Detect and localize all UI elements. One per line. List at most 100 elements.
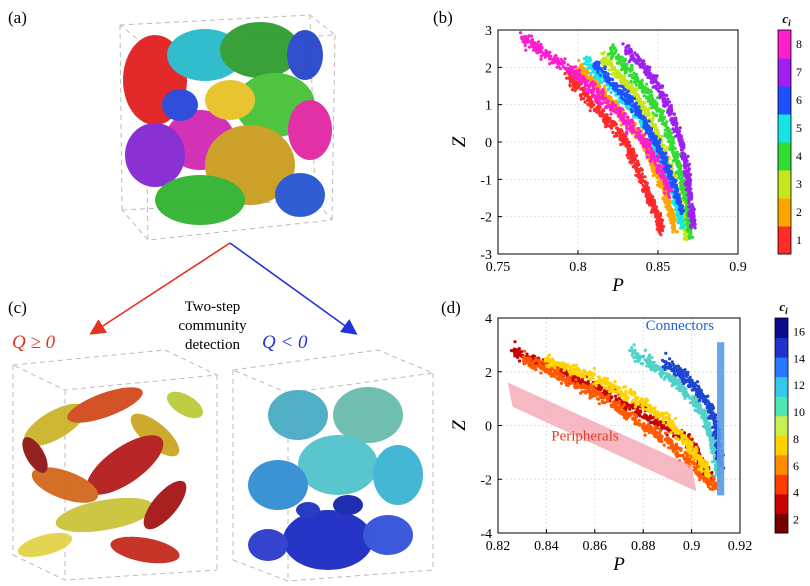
scatter-point bbox=[679, 144, 684, 148]
scatter-point bbox=[661, 161, 665, 165]
scatter-point bbox=[602, 109, 606, 113]
scatter-point bbox=[557, 374, 561, 378]
scatter-point bbox=[691, 205, 695, 209]
scatter-point bbox=[711, 474, 715, 478]
scatter-point bbox=[583, 87, 588, 91]
scatter-point bbox=[634, 110, 638, 115]
scatter-point bbox=[625, 121, 629, 125]
scatter-point bbox=[579, 87, 583, 91]
scatter-point bbox=[659, 113, 663, 117]
scatter-point bbox=[616, 104, 620, 108]
y-tick-label: 1 bbox=[485, 99, 492, 114]
scatter-point bbox=[625, 130, 629, 134]
scatter-point bbox=[638, 109, 642, 113]
scatter-point bbox=[558, 377, 562, 381]
scatter-point bbox=[682, 192, 686, 196]
scatter-point bbox=[593, 70, 597, 74]
scatter-point bbox=[664, 431, 668, 435]
scatter-point bbox=[582, 374, 586, 378]
scatter-point bbox=[650, 208, 654, 212]
scatter-point bbox=[613, 405, 617, 409]
scatter-point bbox=[599, 110, 603, 114]
scatter-point bbox=[657, 118, 661, 123]
scatter-point bbox=[666, 163, 670, 167]
scatter-point bbox=[651, 111, 655, 115]
scatter-point bbox=[604, 96, 608, 100]
scatter-point bbox=[530, 45, 534, 49]
scatter-point bbox=[642, 186, 646, 190]
scatter-point bbox=[634, 131, 638, 135]
scatter-point bbox=[518, 31, 523, 35]
scatter-point bbox=[593, 392, 597, 396]
scatter-point bbox=[581, 77, 585, 81]
scatter-point bbox=[602, 117, 606, 122]
scatter-point bbox=[654, 163, 658, 167]
scatter-point bbox=[533, 41, 537, 45]
colorbar-segment bbox=[778, 30, 791, 59]
scatter-point bbox=[619, 142, 623, 147]
scatter-point bbox=[611, 72, 616, 76]
scatter-point bbox=[573, 368, 578, 372]
scatter-point bbox=[687, 211, 691, 215]
scatter-point bbox=[673, 147, 677, 151]
scatter-point bbox=[610, 404, 614, 409]
scatter-point bbox=[633, 51, 637, 55]
scatter-point bbox=[576, 366, 581, 371]
scatter-point bbox=[687, 176, 691, 180]
scatter-point bbox=[609, 63, 613, 67]
scatter-point bbox=[660, 122, 664, 126]
scatter-point bbox=[545, 370, 549, 374]
scatter-point bbox=[649, 80, 653, 84]
scatter-point bbox=[523, 34, 527, 38]
scatter-point bbox=[646, 186, 650, 190]
scatter-point bbox=[641, 183, 645, 188]
scatter-point bbox=[688, 181, 692, 185]
scatter-point bbox=[674, 452, 678, 456]
scatter-point bbox=[672, 445, 676, 449]
scatter-point bbox=[655, 140, 659, 144]
colorbar-segment bbox=[778, 114, 791, 143]
colorbar-frame bbox=[777, 29, 792, 255]
scatter-point bbox=[622, 92, 626, 96]
scatter-point bbox=[630, 53, 634, 58]
scatter-point bbox=[580, 65, 584, 69]
scatter-point bbox=[657, 82, 661, 86]
scatter-point bbox=[620, 92, 624, 96]
scatter-point bbox=[586, 382, 590, 386]
scatter-point bbox=[691, 235, 695, 239]
scatter-point bbox=[619, 123, 623, 127]
scatter-point bbox=[579, 391, 583, 395]
scatter-point bbox=[604, 125, 608, 129]
scatter-point bbox=[661, 423, 666, 427]
scatter-point bbox=[671, 177, 675, 181]
scatter-point bbox=[553, 360, 557, 364]
scatter-point bbox=[555, 363, 559, 367]
scatter-point bbox=[665, 156, 669, 160]
scatter-point bbox=[584, 82, 588, 86]
scatter-point bbox=[623, 77, 627, 81]
scatter-point bbox=[536, 40, 541, 44]
scatter-point bbox=[646, 416, 650, 421]
scatter-point bbox=[527, 34, 531, 38]
scatter-point bbox=[571, 83, 576, 87]
scatter-point bbox=[602, 73, 606, 77]
scatter-point bbox=[540, 45, 544, 50]
colorbar-tick-label: 2 bbox=[796, 205, 802, 219]
y-axis-label: Z bbox=[449, 136, 470, 147]
scatter-point bbox=[586, 102, 590, 106]
scatter-point bbox=[655, 430, 659, 434]
scatter-point bbox=[602, 50, 606, 54]
scatter-point bbox=[621, 411, 625, 415]
scatter-point bbox=[610, 68, 615, 72]
scatter-point bbox=[635, 53, 639, 57]
scatter-point bbox=[709, 478, 713, 482]
scatter-point bbox=[669, 173, 673, 177]
scatter-point bbox=[625, 126, 629, 130]
scatter-point bbox=[691, 218, 695, 222]
scatter-point bbox=[648, 203, 652, 207]
scatter-point bbox=[660, 152, 664, 156]
scatter-point bbox=[660, 173, 665, 177]
scatter-point bbox=[649, 135, 654, 139]
colorbar-tick-label: 8 bbox=[796, 37, 802, 51]
scatter-point bbox=[578, 76, 582, 80]
